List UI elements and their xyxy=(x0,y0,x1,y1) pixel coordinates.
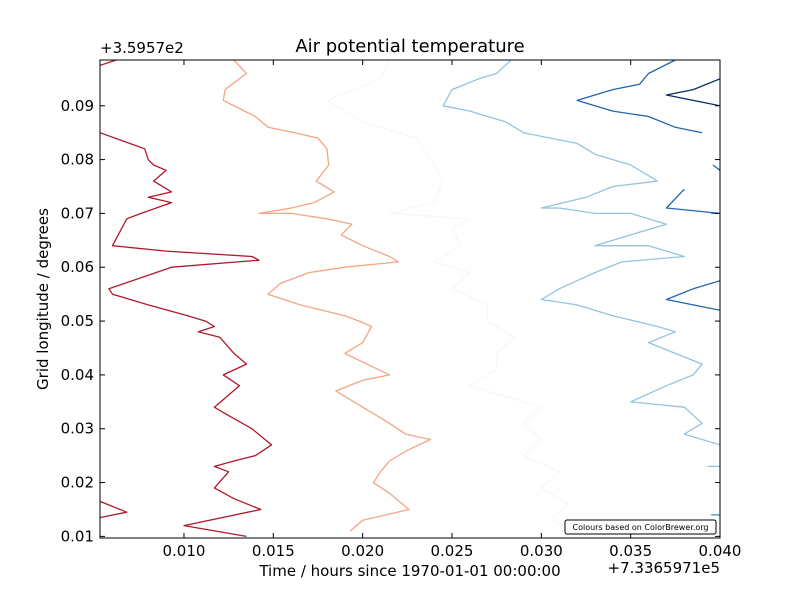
series-layer xyxy=(100,60,720,538)
contour-line-9 xyxy=(665,188,720,215)
y-tick-label: 0.04 xyxy=(61,366,94,384)
chart-title: Air potential temperature xyxy=(295,36,524,57)
contour-line-4 xyxy=(222,60,432,532)
x-axis-offset-label: +7.3365971e5 xyxy=(608,559,720,577)
y-tick-label: 0.05 xyxy=(61,312,94,330)
contour-line-3 xyxy=(100,60,117,67)
y-tick-label: 0.09 xyxy=(61,97,94,115)
x-tick-label: 0.030 xyxy=(520,542,563,560)
contour-line-12 xyxy=(665,78,720,107)
credit-box: Colours based on ColorBrewer.org xyxy=(564,519,717,535)
y-tick-label: 0.08 xyxy=(61,151,94,169)
credit-text: Colours based on ColorBrewer.org xyxy=(573,523,709,532)
x-tick-label: 0.035 xyxy=(609,542,652,560)
y-axis-label: Grid longitude / degrees xyxy=(34,208,52,390)
x-tick-label: 0.040 xyxy=(699,542,742,560)
x-tick-label: 0.010 xyxy=(163,542,206,560)
y-tick-label: 0.01 xyxy=(61,527,94,545)
y-tick-label: 0.07 xyxy=(61,204,94,222)
x-tick-label: 0.015 xyxy=(252,542,295,560)
y-tick-label: 0.03 xyxy=(61,420,94,438)
contour-line-10 xyxy=(665,280,720,311)
contour-line-11 xyxy=(712,164,720,171)
contour-line-2 xyxy=(100,500,128,519)
contour-line-5 xyxy=(326,60,578,532)
y-tick-label: 0.06 xyxy=(61,258,94,276)
y-axis-offset-label: +3.5957e2 xyxy=(100,39,184,57)
y-axis: 0.01 0.02 0.03 0.04 0.05 0.06 0.07 0.08 0.09 xyxy=(61,97,720,545)
y-tick-label: 0.02 xyxy=(61,474,94,492)
plot-frame xyxy=(99,59,721,539)
contour-line-6 xyxy=(442,60,720,446)
x-axis: 0.010 0.015 0.020 0.025 0.030 0.035 0.040 xyxy=(163,60,742,560)
contour-line-8 xyxy=(576,60,703,134)
x-tick-label: 0.025 xyxy=(431,542,474,560)
x-axis-label: Time / hours since 1970-01-01 00:00:00 xyxy=(258,562,560,580)
x-tick-label: 0.020 xyxy=(341,542,384,560)
contour-line-1 xyxy=(100,132,273,538)
